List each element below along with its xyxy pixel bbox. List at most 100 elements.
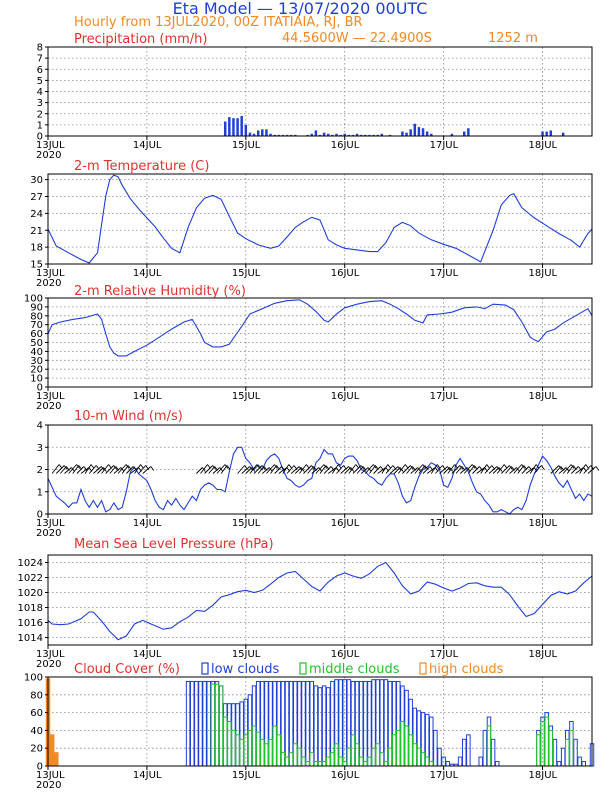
low-cloud-bar <box>301 680 306 767</box>
middle-cloud-bar <box>227 721 232 767</box>
wind-barb <box>385 465 394 474</box>
middle-cloud-bar <box>272 725 277 767</box>
precip-bar <box>351 134 355 136</box>
low-cloud-bar <box>305 680 310 767</box>
low-cloud-bar <box>400 685 405 767</box>
precip-bar <box>248 132 252 136</box>
chart-coords: 44.5600W — 22.4900S <box>282 31 432 46</box>
low-cloud-bar <box>346 679 352 767</box>
precip-bar <box>273 134 276 136</box>
y-tick-label: 1024 <box>18 558 43 569</box>
wind-barb <box>64 467 72 474</box>
wind-barb <box>451 465 461 474</box>
low-cloud-bar <box>268 680 273 767</box>
wind-barb-flag <box>540 465 545 470</box>
cloud-frame <box>47 676 593 767</box>
wind-barb <box>381 464 389 474</box>
x-tick-label: 13JUL <box>36 649 65 660</box>
middle-cloud-bar <box>354 743 360 767</box>
wind-barb <box>257 466 265 474</box>
wind-barb <box>509 467 517 474</box>
precip-bar <box>236 118 239 136</box>
y-tick-label: 0 <box>37 762 43 773</box>
wind-barb <box>249 464 258 474</box>
middle-cloud-bar <box>222 716 228 767</box>
middle-cloud-bar <box>536 734 541 767</box>
middle-cloud-bar <box>412 743 418 767</box>
wind-barb <box>348 464 357 474</box>
wind-barb <box>562 464 572 474</box>
wind-barb <box>418 465 426 474</box>
wind-barb <box>352 465 362 474</box>
low-cloud-bar <box>313 685 319 767</box>
precip-bar <box>306 134 309 136</box>
wind-barb <box>68 464 77 474</box>
wind-barb <box>364 464 374 474</box>
middle-cloud-bar <box>420 752 426 767</box>
wind-barb <box>109 466 117 474</box>
y-tick-label: 6 <box>37 65 43 76</box>
y-tick-label: 4 <box>37 87 43 98</box>
precip-bar <box>310 133 313 136</box>
wind-barb <box>430 464 438 474</box>
wind-barb <box>51 464 60 474</box>
wind-barb <box>319 465 327 474</box>
middle-cloud-bar <box>400 721 405 767</box>
y-tick-label: 5 <box>37 76 43 87</box>
low-cloud-bar <box>363 680 368 767</box>
middle-cloud-bar <box>338 756 343 767</box>
precip-bar <box>232 118 235 136</box>
low-legend-swatch <box>201 662 209 675</box>
wind-barb <box>439 466 448 474</box>
precip-bar <box>425 131 429 136</box>
wind-barb <box>422 466 431 474</box>
wind-barb <box>579 464 587 474</box>
x-tick-label: 16JUL <box>331 770 360 781</box>
wind-barb <box>200 464 208 474</box>
wind-barb <box>282 464 290 474</box>
wind-barb <box>84 464 92 474</box>
low-cloud-bar <box>276 680 282 767</box>
precip-bar <box>327 133 330 136</box>
wind-barb <box>196 467 203 474</box>
low-cloud-bar <box>569 721 574 767</box>
x-tick-label: 15JUL <box>232 770 261 781</box>
wind-barb <box>290 466 300 474</box>
precip-bar <box>561 132 565 136</box>
wind-barb <box>125 466 134 474</box>
precip-bar <box>355 133 359 136</box>
wind-barb <box>505 466 512 474</box>
wind-barb <box>311 467 320 474</box>
middle-cloud-bar <box>293 743 298 767</box>
chart-elevation: 1252 m <box>488 31 538 46</box>
y-tick-label: 8 <box>37 43 43 54</box>
low-cloud-bar <box>198 680 203 767</box>
y-tick-label: 21 <box>30 226 43 237</box>
precip-bar <box>347 134 351 136</box>
wind-barb-flag <box>516 467 520 472</box>
wind-barb-flag <box>466 467 471 472</box>
middle-cloud-bar <box>321 761 327 767</box>
middle-cloud-bar <box>387 747 393 767</box>
wind-barb <box>286 465 295 474</box>
wind-barb <box>142 466 152 474</box>
wind-barb <box>435 465 443 474</box>
wind-barb <box>393 467 401 474</box>
low-cloud-bar <box>577 756 582 767</box>
precip-bar <box>331 134 334 136</box>
low-cloud-bar <box>272 680 277 767</box>
wind-barb <box>245 467 253 474</box>
y-tick-label: 1022 <box>18 573 43 584</box>
wind-barb <box>336 465 344 474</box>
middle-cloud-bar <box>218 685 224 767</box>
x-tick-label: 18JUL <box>529 518 558 529</box>
low-cloud-bar <box>222 703 228 767</box>
wind-barb <box>513 464 523 474</box>
low-cloud-bar <box>408 698 413 767</box>
precip-bar <box>541 131 544 136</box>
precip-bar <box>228 117 231 136</box>
precip-bar <box>318 134 322 136</box>
wind-barb <box>554 466 562 474</box>
x-tick-label: 13JUL <box>36 391 65 402</box>
